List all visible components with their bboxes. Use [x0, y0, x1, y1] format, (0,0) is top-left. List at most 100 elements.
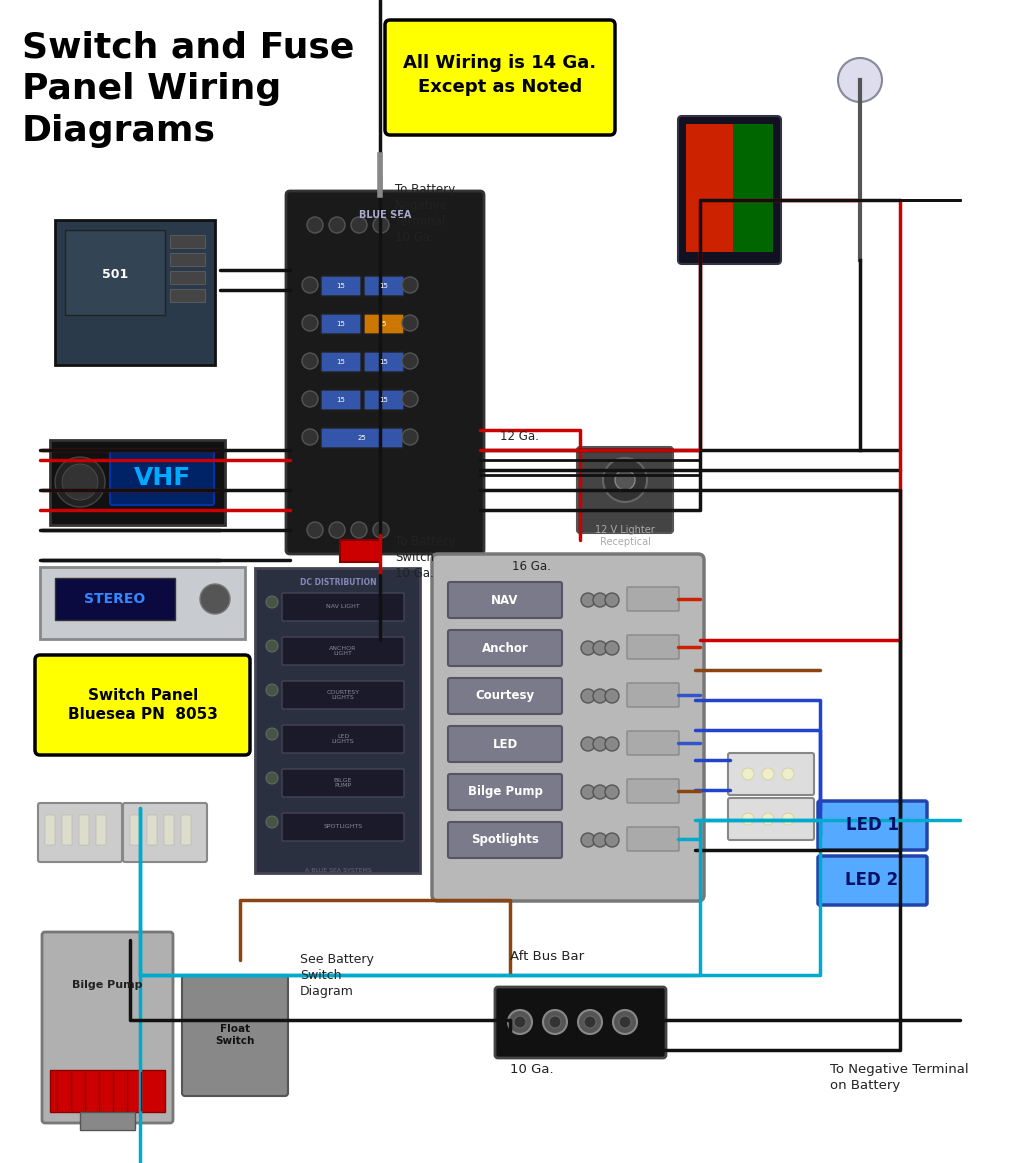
Circle shape — [581, 688, 595, 702]
FancyBboxPatch shape — [448, 678, 562, 714]
Circle shape — [307, 522, 323, 538]
Text: All Wiring is 14 Ga.
Except as Noted: All Wiring is 14 Ga. Except as Noted — [403, 55, 597, 95]
FancyBboxPatch shape — [50, 440, 225, 525]
FancyBboxPatch shape — [385, 20, 615, 135]
Circle shape — [581, 737, 595, 751]
Circle shape — [302, 354, 318, 369]
Bar — [170, 235, 205, 248]
FancyBboxPatch shape — [123, 802, 207, 862]
Circle shape — [351, 522, 367, 538]
Circle shape — [605, 641, 619, 655]
Text: 12 Ga.: 12 Ga. — [500, 430, 539, 443]
Circle shape — [605, 833, 619, 847]
FancyBboxPatch shape — [364, 352, 404, 372]
Circle shape — [605, 785, 619, 799]
FancyBboxPatch shape — [321, 276, 361, 297]
Circle shape — [594, 641, 607, 655]
Text: Courtesy: Courtesy — [476, 690, 535, 702]
Bar — [62, 815, 72, 846]
Circle shape — [351, 217, 367, 233]
Circle shape — [838, 58, 882, 102]
FancyBboxPatch shape — [364, 276, 404, 297]
FancyBboxPatch shape — [627, 587, 679, 611]
FancyBboxPatch shape — [282, 813, 404, 841]
Circle shape — [402, 277, 418, 293]
Bar — [686, 124, 733, 252]
Text: To Battery
Switch
10 Ga.: To Battery Switch 10 Ga. — [395, 535, 455, 580]
Circle shape — [581, 641, 595, 655]
FancyBboxPatch shape — [340, 540, 381, 562]
FancyBboxPatch shape — [818, 856, 927, 905]
Text: ANCHOR
LIGHT: ANCHOR LIGHT — [329, 645, 357, 656]
Circle shape — [578, 1009, 602, 1034]
Circle shape — [302, 429, 318, 445]
Text: 15: 15 — [336, 359, 345, 365]
FancyBboxPatch shape — [286, 191, 484, 554]
FancyBboxPatch shape — [495, 987, 666, 1058]
FancyBboxPatch shape — [182, 975, 288, 1096]
Text: BLUE SEA: BLUE SEA — [359, 211, 412, 220]
FancyBboxPatch shape — [448, 582, 562, 618]
Circle shape — [266, 640, 278, 652]
Circle shape — [782, 813, 794, 825]
Text: Float
Switch: Float Switch — [215, 1023, 254, 1047]
FancyBboxPatch shape — [282, 682, 404, 709]
Text: See Battery
Switch
Diagram: See Battery Switch Diagram — [300, 952, 374, 998]
FancyBboxPatch shape — [55, 220, 215, 365]
Circle shape — [762, 813, 774, 825]
FancyBboxPatch shape — [65, 230, 165, 315]
FancyBboxPatch shape — [448, 822, 562, 858]
Bar — [147, 815, 157, 846]
Text: STEREO: STEREO — [85, 592, 146, 606]
Circle shape — [605, 688, 619, 702]
Text: 15: 15 — [336, 283, 345, 288]
Bar — [130, 815, 140, 846]
Circle shape — [615, 470, 635, 490]
Bar — [96, 815, 107, 846]
Text: LED 2: LED 2 — [846, 871, 899, 889]
Bar — [181, 815, 191, 846]
Text: LED 1: LED 1 — [846, 816, 899, 834]
Text: 15: 15 — [336, 397, 345, 404]
Bar — [50, 1070, 165, 1112]
Text: 10 Ga.: 10 Ga. — [510, 1063, 553, 1076]
Circle shape — [594, 737, 607, 751]
Circle shape — [302, 391, 318, 407]
FancyBboxPatch shape — [321, 352, 361, 372]
FancyBboxPatch shape — [321, 390, 361, 411]
Text: 15: 15 — [336, 321, 345, 327]
FancyBboxPatch shape — [577, 447, 673, 533]
Text: Bilge Pump: Bilge Pump — [71, 980, 143, 990]
Circle shape — [402, 429, 418, 445]
Text: DC DISTRIBUTION: DC DISTRIBUTION — [300, 578, 376, 587]
Circle shape — [594, 833, 607, 847]
Circle shape — [55, 457, 105, 507]
FancyBboxPatch shape — [38, 802, 122, 862]
Circle shape — [62, 464, 98, 500]
Text: 15: 15 — [379, 397, 389, 404]
Text: A BLUE SEA SYSTEMS: A BLUE SEA SYSTEMS — [305, 868, 371, 873]
Circle shape — [594, 593, 607, 607]
FancyBboxPatch shape — [40, 568, 245, 638]
Bar — [79, 815, 89, 846]
Circle shape — [266, 772, 278, 784]
Circle shape — [543, 1009, 567, 1034]
FancyBboxPatch shape — [627, 683, 679, 707]
Circle shape — [266, 728, 278, 740]
Circle shape — [302, 315, 318, 331]
Text: To Battery
Negative
Terminal
10 Ga.: To Battery Negative Terminal 10 Ga. — [395, 183, 455, 244]
FancyBboxPatch shape — [42, 932, 173, 1123]
FancyBboxPatch shape — [35, 655, 250, 755]
Circle shape — [594, 688, 607, 702]
Text: LED: LED — [492, 737, 518, 750]
FancyBboxPatch shape — [364, 390, 404, 411]
Text: Aft Bus Bar: Aft Bus Bar — [510, 950, 584, 963]
FancyBboxPatch shape — [364, 314, 404, 334]
Text: BILGE
PUMP: BILGE PUMP — [334, 778, 353, 789]
Circle shape — [581, 785, 595, 799]
FancyBboxPatch shape — [448, 630, 562, 666]
Text: Switch Panel
Bluesea PN  8053: Switch Panel Bluesea PN 8053 — [68, 687, 218, 722]
Circle shape — [329, 522, 345, 538]
Circle shape — [373, 522, 389, 538]
FancyBboxPatch shape — [55, 578, 175, 620]
